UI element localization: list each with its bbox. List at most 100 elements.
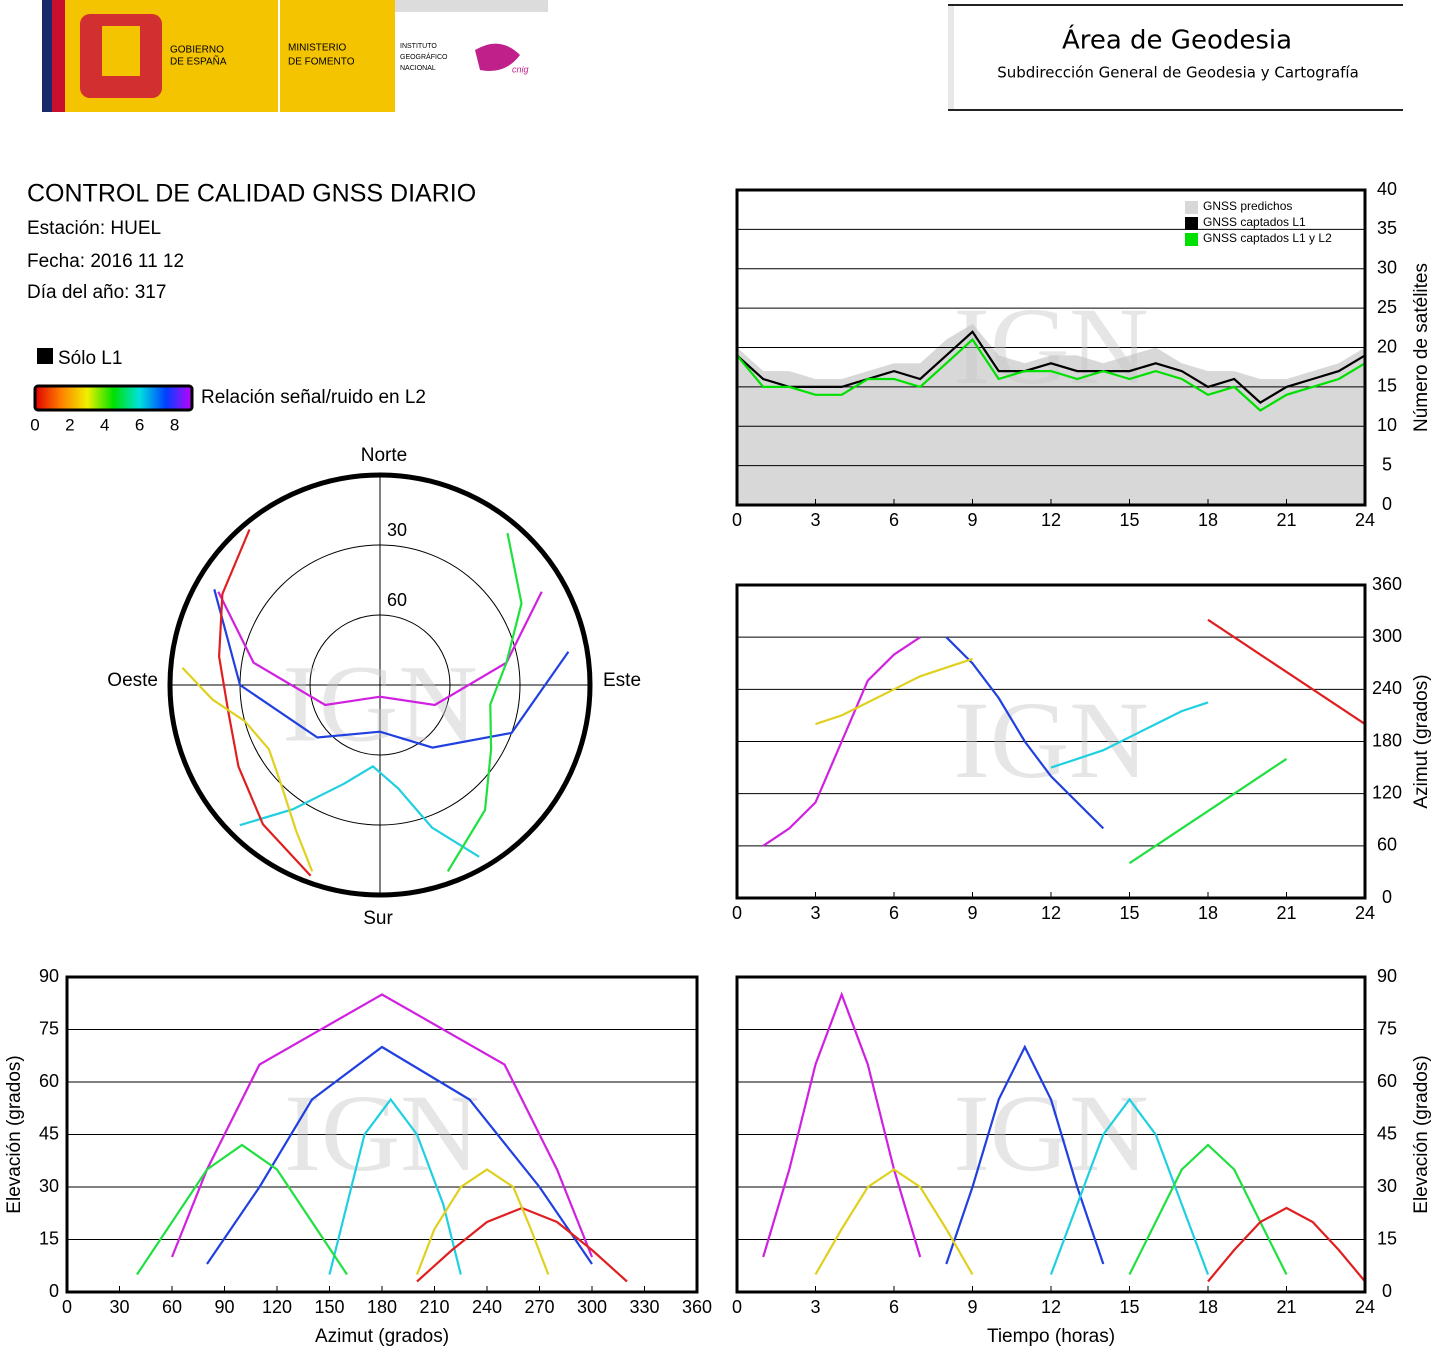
institute-bar [395,0,548,12]
series-line [415,1168,550,1275]
report-title: CONTROL DE CALIDAD GNSS DIARIO [27,180,476,208]
colorbar-tick-label: 2 [65,415,74,434]
y-tick-label: 5 [1382,454,1392,474]
x-tick-label: 300 [577,1297,607,1317]
legend-label: GNSS captados L1 [1203,215,1306,229]
series-line [762,636,921,847]
compass-label: Oeste [107,670,158,691]
sky-track [181,666,314,872]
compass-label: Norte [361,445,407,466]
x-tick-label: 360 [682,1297,712,1317]
x-tick-label: 6 [889,510,899,530]
watermark: IGN [284,1072,480,1194]
x-tick-label: 6 [889,1297,899,1317]
series-line [736,337,1366,412]
series-line [1128,757,1288,865]
x-tick-label: 210 [419,1297,449,1317]
x-tick-label: 0 [732,903,742,923]
colorbar-tick-label: 4 [100,415,109,434]
colorbar [33,384,194,412]
area-series [737,323,1365,505]
l1-swatch [37,348,53,364]
x-tick-label: 3 [810,1297,820,1317]
x-tick-label: 270 [524,1297,554,1317]
series-line [1050,701,1209,769]
ring [309,614,451,756]
compass-label: Este [603,670,641,691]
series-line [945,1044,1105,1265]
x-tick-label: 90 [214,1297,234,1317]
x-tick-label: 9 [967,510,977,530]
x-tick-label: 0 [732,1297,742,1317]
l1-legend: Sólo L1 [58,348,122,369]
x-tick-label: 15 [1119,510,1139,530]
subdirection: Subdirección General de Geodesia y Carto… [997,64,1359,82]
x-tick-label: 120 [262,1297,292,1317]
x-tick-label: 6 [889,903,899,923]
y-tick-label: 360 [1372,574,1402,594]
x-tick-label: 21 [1276,1297,1296,1317]
gov-stripe [52,0,65,112]
y-axis-label: Número de satélites [1411,263,1432,432]
y-tick-label: 30 [1377,1176,1397,1196]
series-line [206,1045,593,1265]
station: Estación: HUEL [27,218,161,239]
sky-track [217,529,312,877]
ring-label: 60 [387,590,407,610]
x-tick-label: 9 [967,903,977,923]
x-axis-label: Tiempo (horas) [987,1326,1115,1347]
y-tick-label: 60 [39,1071,59,1091]
series-line [945,636,1105,830]
plot-frame [735,975,1367,1294]
y-tick-label: 75 [1377,1018,1397,1038]
x-tick-label: 24 [1355,510,1375,530]
coat-of-arms [102,26,140,76]
series-line [1049,1097,1210,1275]
plot-frame [735,583,1367,900]
y-tick-label: 90 [1377,966,1397,986]
y-tick-label: 90 [39,966,59,986]
institute-text: INSTITUTO [400,43,437,50]
compass-label: Sur [363,908,393,929]
legend-swatch [1185,217,1198,230]
x-tick-label: 330 [629,1297,659,1317]
y-tick-label: 240 [1372,678,1402,698]
x-tick-label: 0 [62,1297,72,1317]
header-rule [948,109,1403,111]
sky-track [213,589,570,749]
y-tick-label: 0 [1382,494,1392,514]
gov-text: DE ESPAÑA [170,55,227,68]
y-tick-label: 30 [1377,258,1397,278]
x-tick-label: 0 [732,510,742,530]
header-shade [948,6,954,109]
y-tick-label: 0 [1382,887,1392,907]
series-line [736,330,1366,404]
colorbar-tick-label: 0 [30,415,39,434]
plot-frame [65,975,699,1294]
y-axis-label: Elevación (grados) [1411,1055,1432,1213]
sky-track [446,532,523,872]
x-tick-label: 60 [162,1297,182,1317]
gov-text: GOBIERNO [170,45,224,56]
legend-swatch [1185,201,1198,214]
x-tick-label: 15 [1119,903,1139,923]
y-tick-label: 35 [1377,218,1397,238]
horizon [167,472,593,898]
y-tick-label: 30 [39,1176,59,1196]
ministry-text: MINISTERIO [288,43,347,54]
y-tick-label: 75 [39,1018,59,1038]
institute-text: NACIONAL [400,65,436,72]
y-tick-label: 25 [1377,297,1397,317]
series-line [815,657,973,726]
y-tick-label: 60 [1377,1071,1397,1091]
x-tick-label: 12 [1041,1297,1061,1317]
series-line [136,1143,348,1276]
day-of-year: Día del año: 317 [27,282,166,303]
series-line [814,1168,974,1276]
x-tick-label: 3 [810,510,820,530]
plot-frame [735,188,1367,507]
colorbar-label: Relación señal/ruido en L2 [201,387,426,408]
header-rule [948,4,1403,6]
